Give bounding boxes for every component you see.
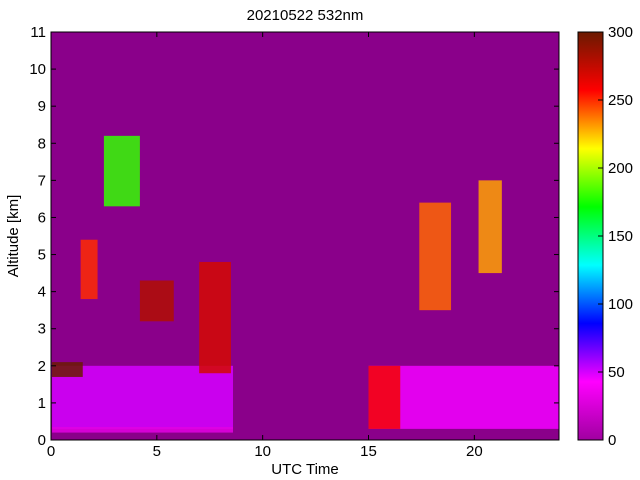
colorbar-tick-label: 50 xyxy=(608,364,625,381)
feature-8 xyxy=(419,202,452,311)
y-tick-label: 3 xyxy=(38,321,46,338)
colorbar-ticks: 0 50 100 150 200 250 300 xyxy=(598,24,633,449)
y-axis: 0 1 2 3 4 5 6 7 8 9 10 11 xyxy=(29,24,559,449)
y-tick-label: 1 xyxy=(38,395,46,412)
colorbar-tick-label: 200 xyxy=(608,160,633,177)
x-axis: 0 5 10 15 20 xyxy=(47,32,483,460)
y-tick-label: 6 xyxy=(38,209,46,226)
x-tick-label: 0 xyxy=(47,443,55,460)
feature-9 xyxy=(478,180,502,274)
colorbar-tick-label: 0 xyxy=(608,432,616,449)
y-tick-label: 11 xyxy=(30,24,46,41)
plot-area xyxy=(50,31,560,441)
y-tick-label: 5 xyxy=(38,247,46,264)
x-tick-label: 10 xyxy=(254,443,271,460)
x-tick-label: 5 xyxy=(153,443,161,460)
colorbar-tick-label: 300 xyxy=(608,24,633,41)
colorbar-tick-label: 250 xyxy=(608,92,633,109)
feature-7 xyxy=(199,261,231,374)
x-axis-label: UTC Time xyxy=(271,461,339,478)
feature-5 xyxy=(103,135,140,207)
y-tick-label: 8 xyxy=(38,135,46,152)
x-tick-label: 20 xyxy=(466,443,483,460)
plot-frame xyxy=(50,31,560,441)
feature-10 xyxy=(368,365,401,429)
chart-title: 20210522 532nm xyxy=(247,7,364,24)
y-tick-label: 10 xyxy=(29,61,46,78)
colorbar-tick-label: 150 xyxy=(608,228,633,245)
data-marks xyxy=(51,32,559,440)
y-tick-label: 9 xyxy=(38,98,46,115)
feature-2 xyxy=(51,427,234,433)
y-tick-label: 2 xyxy=(38,358,46,375)
y-axis-label: Altitude [km] xyxy=(5,195,22,278)
y-tick-label: 4 xyxy=(38,284,46,301)
feature-6 xyxy=(139,280,174,322)
data-gap-0 xyxy=(51,32,53,440)
x-tick-label: 15 xyxy=(360,443,377,460)
colorbar-tick-label: 100 xyxy=(608,296,633,313)
feature-3 xyxy=(51,362,83,377)
y-tick-label: 7 xyxy=(38,172,46,189)
colorbar: 0 50 100 150 200 250 300 xyxy=(577,24,633,449)
data-gap-1 xyxy=(233,32,369,440)
y-tick-label: 0 xyxy=(38,432,46,449)
feature-4 xyxy=(80,239,98,300)
